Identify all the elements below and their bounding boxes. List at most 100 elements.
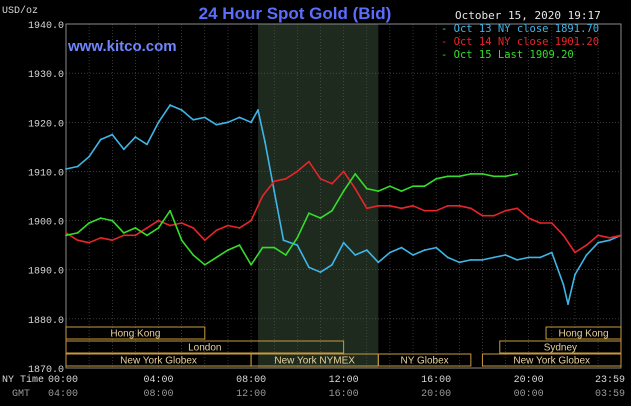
session-box <box>481 353 622 367</box>
series-point <box>134 136 137 138</box>
series-point <box>180 222 183 224</box>
series-point <box>88 222 91 224</box>
x-tick-label: 12:00 <box>329 375 359 386</box>
series-point <box>481 172 484 175</box>
series-point <box>331 209 333 212</box>
series-point <box>308 212 310 215</box>
series-point <box>423 249 426 251</box>
series-point <box>608 236 611 239</box>
series-point <box>296 236 299 239</box>
series-layer <box>65 104 622 306</box>
series-point <box>585 254 588 256</box>
series-point <box>446 175 449 178</box>
series-point <box>257 109 259 111</box>
ny-time-row-label: NY Time <box>2 374 44 386</box>
y-tick-label: 1880.0 <box>28 316 64 327</box>
series-point <box>264 141 266 143</box>
series-point <box>273 180 276 183</box>
gmt-tick-label: 16:00 <box>329 389 359 400</box>
series-point <box>400 190 403 192</box>
series-point <box>493 214 495 217</box>
session-box <box>377 353 472 367</box>
series-point <box>88 241 91 244</box>
gmt-tick-label: 08:00 <box>144 389 174 400</box>
series-point <box>192 254 195 256</box>
series-point <box>377 261 380 264</box>
series-point <box>76 165 79 168</box>
series-point <box>122 231 125 234</box>
website-label: www.kitco.com <box>67 38 177 55</box>
session-label: Hong Kong <box>110 329 160 340</box>
session-box <box>65 340 345 354</box>
series-point <box>354 187 357 190</box>
series-point <box>203 263 206 266</box>
x-tick-label: 08:00 <box>236 375 266 386</box>
series-point <box>227 121 229 124</box>
series-point <box>215 123 218 126</box>
series-point <box>446 204 449 207</box>
series-point <box>65 168 67 170</box>
series-point <box>238 227 241 229</box>
series-point <box>331 182 333 185</box>
series-point <box>215 229 218 232</box>
series-point <box>261 195 264 197</box>
series-point <box>273 246 276 249</box>
series-point <box>250 219 252 222</box>
series-point <box>423 185 426 188</box>
session-label: London <box>188 343 221 354</box>
series-point <box>308 160 310 163</box>
legend: - Oct 13 NY close 1891.70- Oct 14 NY clo… <box>441 23 599 61</box>
series-point <box>122 234 125 237</box>
series-point <box>354 172 357 175</box>
series-point <box>157 227 160 229</box>
y-axis-unit: USD/oz <box>2 5 38 17</box>
series-point <box>122 148 125 151</box>
legend-entry-1: - Oct 13 NY close 1891.70 <box>441 23 599 35</box>
series-point <box>146 234 148 237</box>
series-point <box>169 209 172 212</box>
session-box <box>499 340 622 354</box>
series-point <box>377 204 380 207</box>
series-point <box>400 207 403 210</box>
session-label: Sydney <box>544 343 577 354</box>
series-point <box>169 224 172 227</box>
series-point <box>527 217 530 220</box>
series-point <box>608 239 611 242</box>
series-point <box>435 246 438 249</box>
series-point <box>250 263 252 266</box>
series-point <box>273 190 276 192</box>
x-tick-label: 04:00 <box>144 375 174 386</box>
x-tick-label: 00:00 <box>48 375 78 386</box>
series-line-3 <box>65 173 518 266</box>
session-box <box>65 326 206 340</box>
x-tick-label: 16:00 <box>421 375 451 386</box>
series-point <box>238 244 241 247</box>
session-label: NY Globex <box>400 356 448 367</box>
gmt-tick-label: 03:59 <box>595 389 625 400</box>
series-point <box>446 256 449 259</box>
series-point <box>481 258 484 261</box>
series-point <box>134 227 137 229</box>
series-point <box>493 175 495 178</box>
series-point <box>574 273 576 276</box>
series-point <box>146 227 148 229</box>
series-point <box>458 204 461 207</box>
series-point <box>284 177 287 180</box>
series-point <box>215 256 218 259</box>
series-point <box>481 214 484 217</box>
series-point <box>342 170 345 173</box>
series-point <box>282 239 285 242</box>
series-point <box>550 222 553 224</box>
series-point <box>550 251 553 254</box>
series-point <box>504 254 507 256</box>
series-point <box>435 209 438 212</box>
series-point <box>567 303 569 306</box>
series-point <box>574 251 576 254</box>
plot-area <box>65 23 622 369</box>
series-point <box>227 224 229 227</box>
y-tick-label: 1890.0 <box>28 267 64 278</box>
series-point <box>111 219 114 222</box>
series-point <box>192 227 195 229</box>
series-point <box>319 271 322 274</box>
series-point <box>412 254 414 256</box>
